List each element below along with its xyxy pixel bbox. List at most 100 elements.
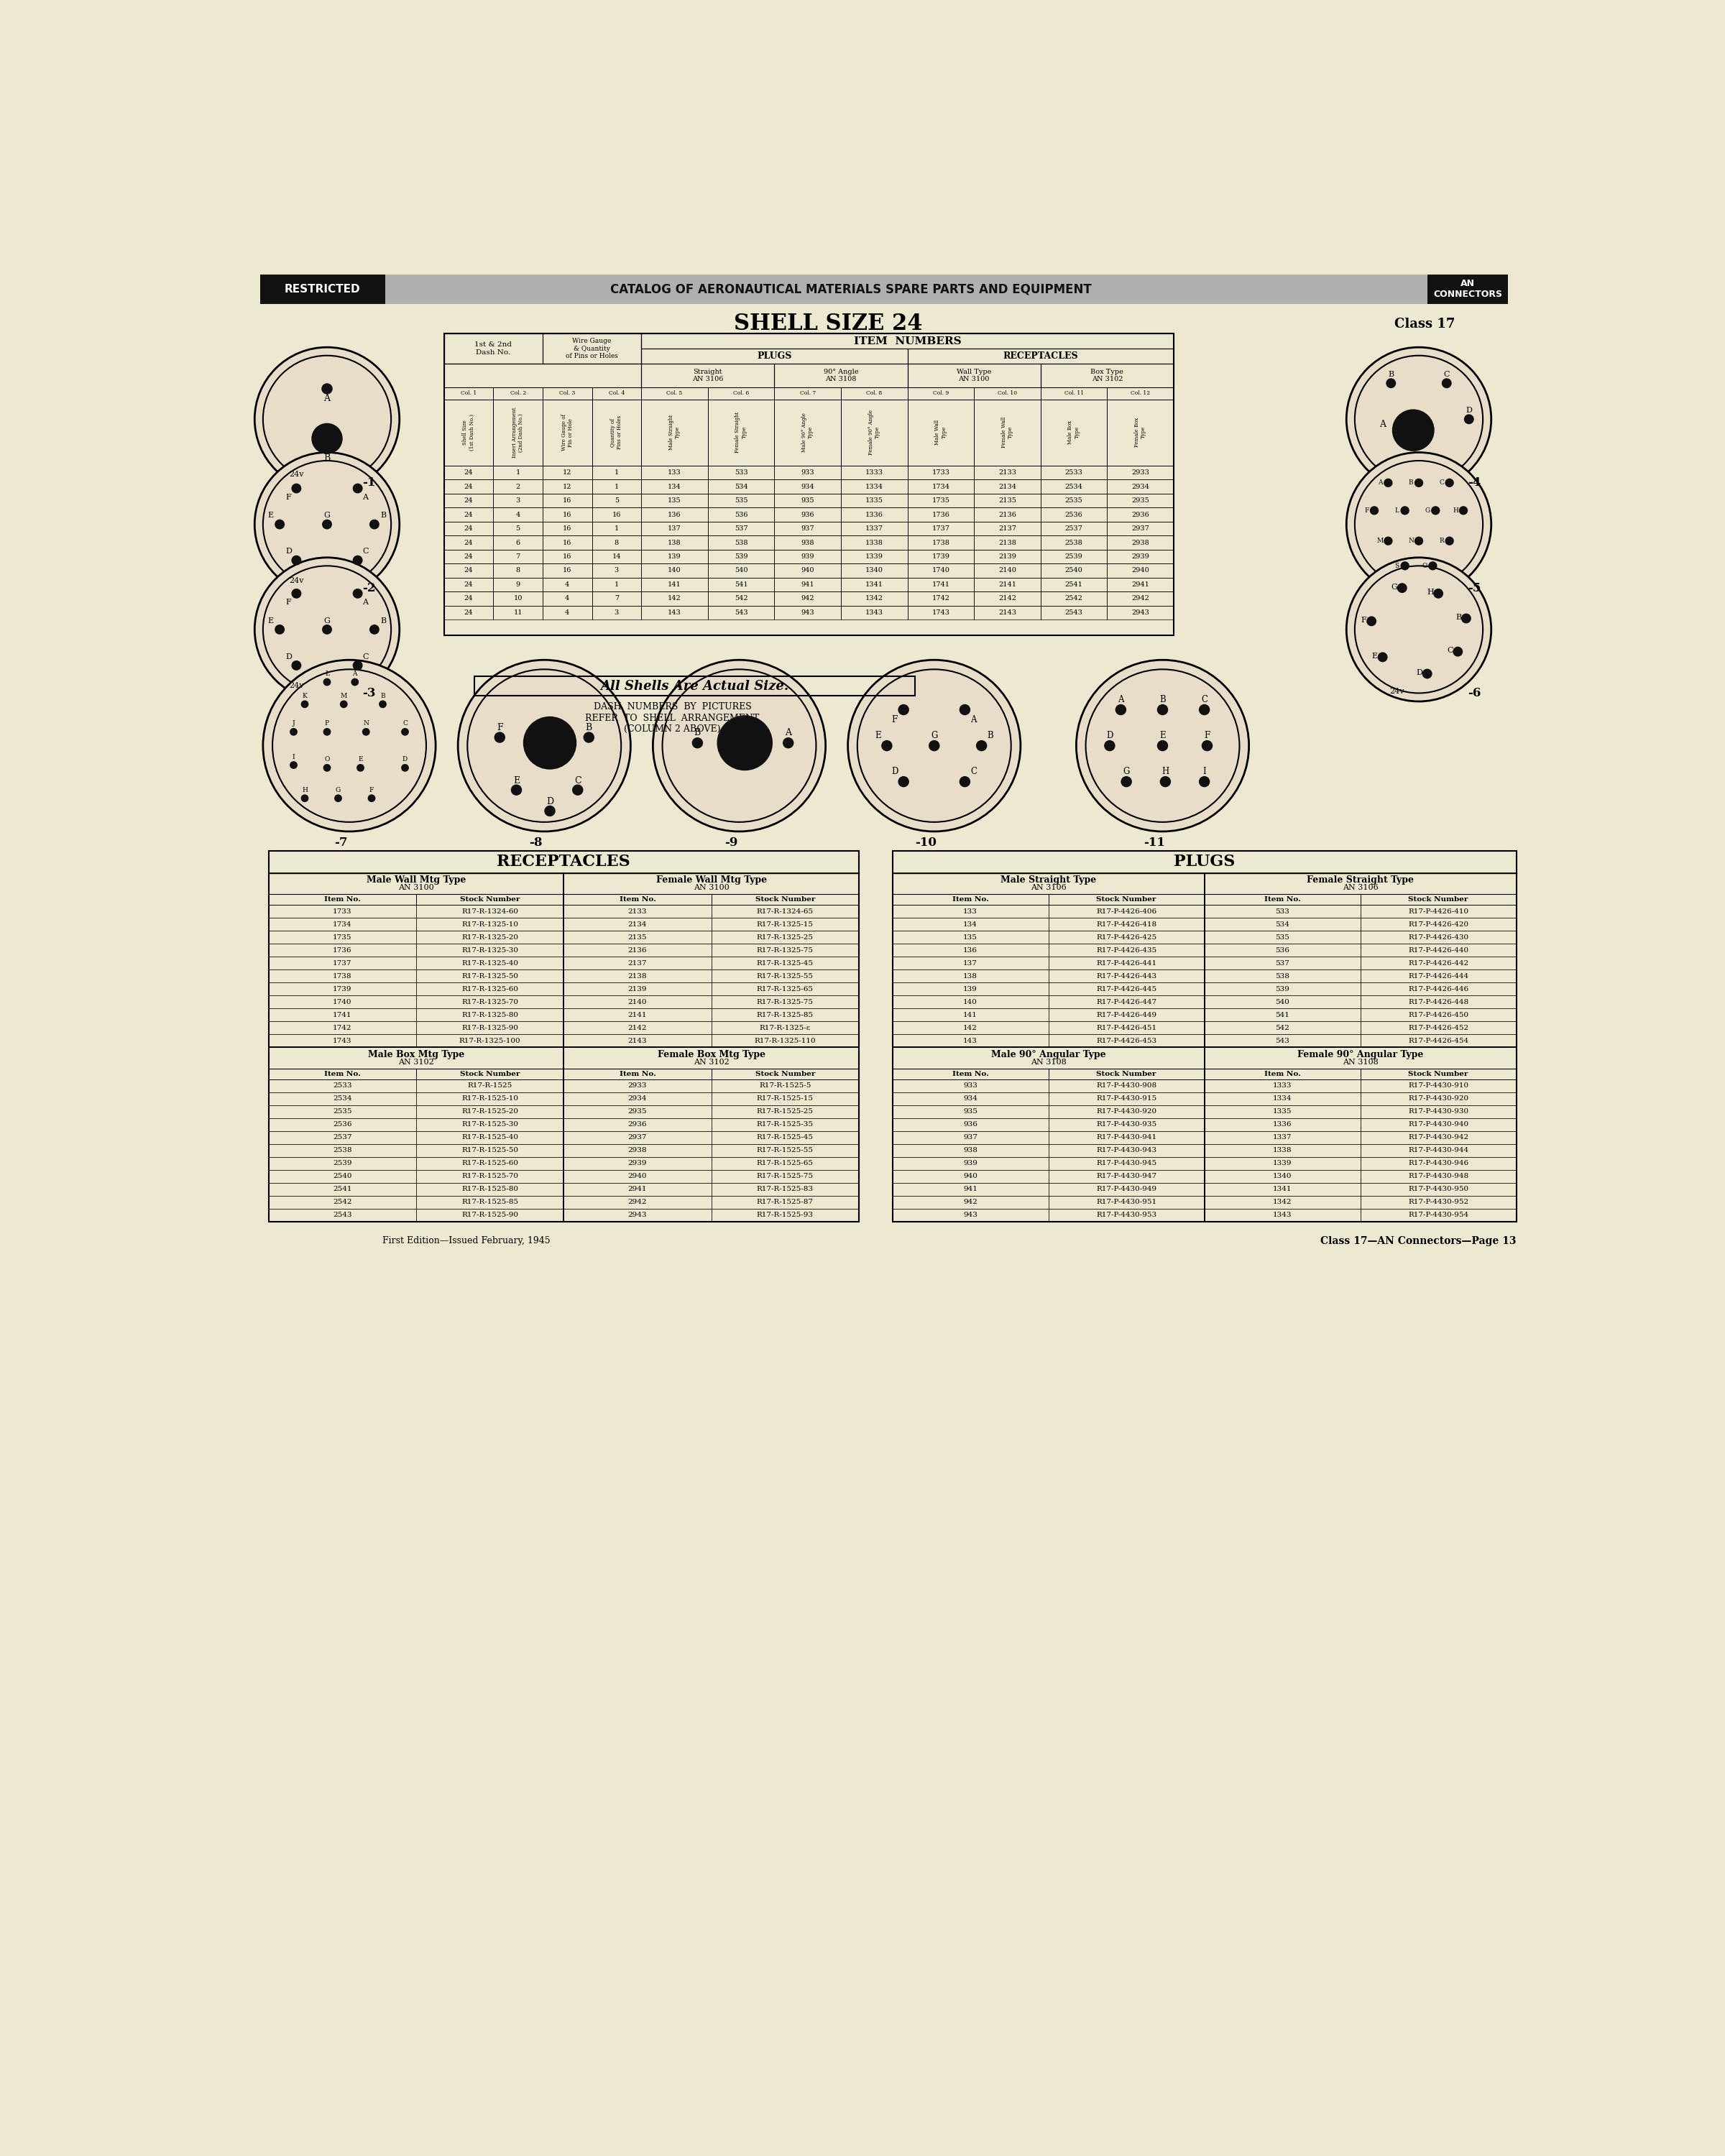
- Circle shape: [881, 740, 892, 750]
- Text: 24v: 24v: [1389, 688, 1404, 694]
- Text: R17-P-4430-920: R17-P-4430-920: [1408, 1095, 1468, 1102]
- Bar: [1049, 970, 1204, 983]
- Circle shape: [350, 679, 359, 686]
- Text: 16: 16: [562, 511, 571, 517]
- Text: 1: 1: [614, 470, 619, 476]
- Bar: [564, 1093, 711, 1106]
- Bar: [416, 895, 564, 906]
- Circle shape: [1104, 740, 1116, 750]
- Text: 2142: 2142: [999, 595, 1016, 602]
- Bar: [642, 479, 707, 494]
- Text: 538: 538: [735, 539, 747, 545]
- Bar: [1361, 1210, 1516, 1222]
- Circle shape: [545, 806, 555, 817]
- Circle shape: [1465, 414, 1473, 425]
- Bar: [907, 399, 975, 466]
- Bar: [892, 1106, 1049, 1119]
- Circle shape: [1378, 651, 1387, 662]
- Text: All Shells Are Actual Size.: All Shells Are Actual Size.: [600, 679, 788, 692]
- Text: Male Box
Type: Male Box Type: [1068, 420, 1080, 444]
- Bar: [1049, 1069, 1204, 1080]
- Text: R17-R-1525-30: R17-R-1525-30: [462, 1121, 518, 1128]
- Bar: [1361, 918, 1516, 931]
- Bar: [416, 1132, 564, 1145]
- Text: 2140: 2140: [999, 567, 1016, 573]
- Text: C: C: [1444, 371, 1449, 377]
- Text: R17-R-1325-ε: R17-R-1325-ε: [759, 1024, 811, 1031]
- Text: Stock Number: Stock Number: [461, 1072, 519, 1078]
- Bar: [443, 466, 493, 479]
- Bar: [1204, 1093, 1361, 1106]
- Text: 536: 536: [1275, 946, 1290, 953]
- Circle shape: [402, 763, 409, 772]
- Text: 1737: 1737: [333, 959, 352, 966]
- Circle shape: [352, 556, 362, 565]
- Bar: [711, 944, 859, 957]
- Text: Col. 10: Col. 10: [997, 390, 1018, 397]
- Circle shape: [783, 737, 794, 748]
- Bar: [443, 591, 493, 606]
- Bar: [642, 606, 707, 619]
- Bar: [592, 399, 642, 466]
- Bar: [1049, 1184, 1204, 1197]
- Bar: [1204, 1009, 1361, 1022]
- Text: -7: -7: [335, 837, 348, 849]
- Text: B: B: [585, 722, 592, 733]
- Bar: [1204, 970, 1361, 983]
- Text: A: A: [1378, 479, 1383, 485]
- Text: R17-R-1325-40: R17-R-1325-40: [462, 959, 518, 966]
- Bar: [493, 550, 543, 563]
- Bar: [1049, 1171, 1204, 1184]
- Text: 1342: 1342: [1273, 1199, 1292, 1205]
- Text: 6: 6: [516, 539, 521, 545]
- Text: H: H: [1452, 507, 1458, 513]
- Text: R17-P-4426-441: R17-P-4426-441: [1095, 959, 1156, 966]
- Bar: [1040, 535, 1107, 550]
- Text: 142: 142: [668, 595, 681, 602]
- Text: R17-R-1325-70: R17-R-1325-70: [462, 998, 518, 1005]
- Text: 1740: 1740: [932, 567, 950, 573]
- Bar: [1040, 364, 1173, 388]
- Text: Item No.: Item No.: [952, 1072, 988, 1078]
- Text: H: H: [302, 787, 307, 793]
- Text: Class 17: Class 17: [1394, 317, 1454, 330]
- Bar: [1049, 1197, 1204, 1210]
- Bar: [775, 578, 840, 591]
- Circle shape: [1414, 537, 1423, 545]
- Bar: [1204, 1035, 1361, 1048]
- Text: 2139: 2139: [628, 985, 647, 992]
- Bar: [1361, 1022, 1516, 1035]
- Bar: [892, 895, 1049, 906]
- Text: G: G: [324, 617, 329, 625]
- Circle shape: [959, 776, 971, 787]
- Bar: [1049, 1035, 1204, 1048]
- Text: I: I: [292, 755, 295, 761]
- Bar: [775, 399, 840, 466]
- Circle shape: [899, 705, 909, 716]
- Bar: [1204, 1080, 1361, 1093]
- Text: Female Straight Type: Female Straight Type: [1308, 875, 1414, 884]
- Text: 940: 940: [800, 567, 814, 573]
- Text: SHELL SIZE 24: SHELL SIZE 24: [735, 313, 923, 334]
- Bar: [416, 918, 564, 931]
- Text: R17-R-1525-75: R17-R-1525-75: [757, 1173, 814, 1179]
- Text: 2539: 2539: [1064, 554, 1083, 561]
- Text: 133: 133: [668, 470, 681, 476]
- Bar: [592, 494, 642, 507]
- Text: 2939: 2939: [628, 1160, 647, 1166]
- Bar: [975, 578, 1040, 591]
- Bar: [1107, 399, 1173, 466]
- Bar: [493, 466, 543, 479]
- Bar: [543, 550, 592, 563]
- Text: First Edition—Issued February, 1945: First Edition—Issued February, 1945: [383, 1235, 550, 1246]
- Bar: [443, 334, 543, 364]
- Bar: [892, 1022, 1049, 1035]
- Bar: [907, 591, 975, 606]
- Text: 940: 940: [963, 1173, 978, 1179]
- Bar: [1204, 944, 1361, 957]
- Bar: [1049, 957, 1204, 970]
- Bar: [1204, 1132, 1361, 1145]
- Text: R17-P-4426-450: R17-P-4426-450: [1408, 1011, 1468, 1018]
- Text: S: S: [1396, 563, 1399, 569]
- Bar: [493, 388, 543, 399]
